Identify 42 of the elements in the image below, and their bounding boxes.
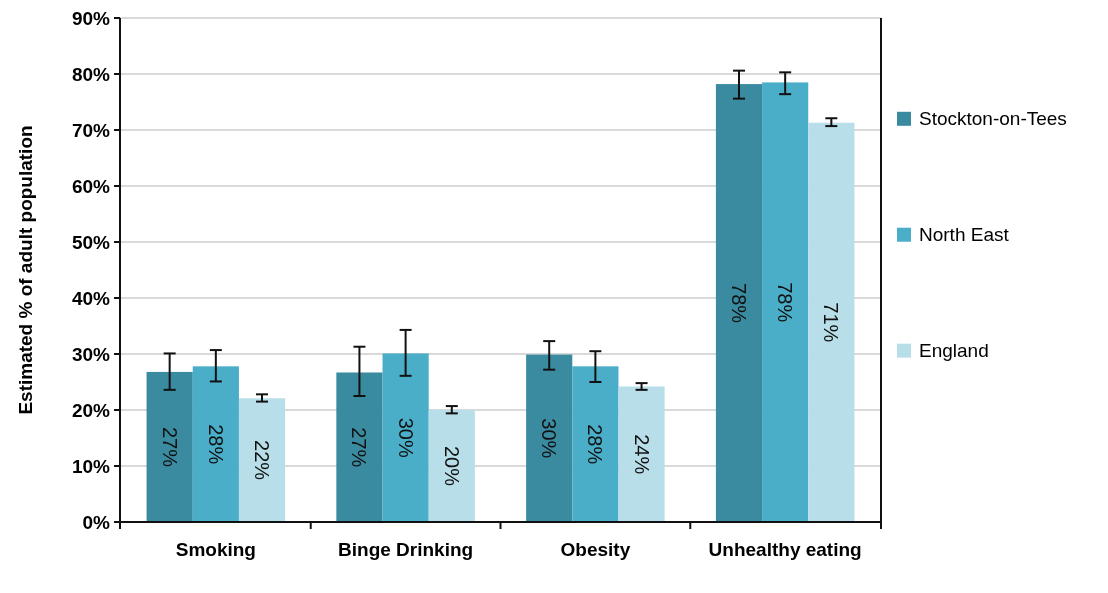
bar <box>526 354 573 522</box>
data-label: 30% <box>394 417 417 458</box>
data-label: 20% <box>440 445 463 487</box>
x-tick-label: Obesity <box>560 539 631 560</box>
data-label: 27% <box>158 426 181 468</box>
y-tick-label: 0% <box>82 511 111 533</box>
bar <box>715 84 763 522</box>
legend-label: North East <box>919 224 1010 246</box>
data-label: 71% <box>820 302 843 343</box>
data-label: 27% <box>348 427 371 468</box>
bar <box>762 82 809 522</box>
data-label: 78% <box>727 283 750 324</box>
bar <box>808 122 855 522</box>
bar <box>238 398 286 522</box>
data-label: 78% <box>774 282 797 323</box>
y-tick-label: 50% <box>71 231 111 253</box>
bar <box>382 353 429 522</box>
x-tick-label: Smoking <box>175 539 256 560</box>
x-tick-label: Binge Drinking <box>338 539 474 560</box>
y-tick-label: 70% <box>71 119 111 141</box>
y-tick-label: 30% <box>71 343 111 365</box>
bar <box>572 366 619 522</box>
y-tick-label: 20% <box>71 399 111 421</box>
data-label: 22% <box>251 440 274 481</box>
bar <box>192 366 239 522</box>
y-tick-label: 60% <box>71 175 111 197</box>
bar <box>428 410 475 522</box>
legend-label: England <box>919 340 989 362</box>
y-tick-label: 80% <box>71 63 111 85</box>
data-label: 28% <box>584 424 607 465</box>
x-tick-label: Unhealthy eating <box>708 539 862 560</box>
data-label: 28% <box>204 424 227 465</box>
bar <box>146 371 193 522</box>
y-tick-label: 40% <box>71 287 111 309</box>
legend-label: Stockton-on-Tees <box>919 108 1067 130</box>
bar <box>336 372 383 522</box>
data-label: 30% <box>538 418 561 459</box>
y-tick-label: 10% <box>71 455 111 477</box>
y-axis-title: Estimated % of adult population <box>15 125 36 415</box>
bar <box>618 386 665 522</box>
y-tick-label: 90% <box>71 7 111 29</box>
data-label: 24% <box>630 434 653 475</box>
